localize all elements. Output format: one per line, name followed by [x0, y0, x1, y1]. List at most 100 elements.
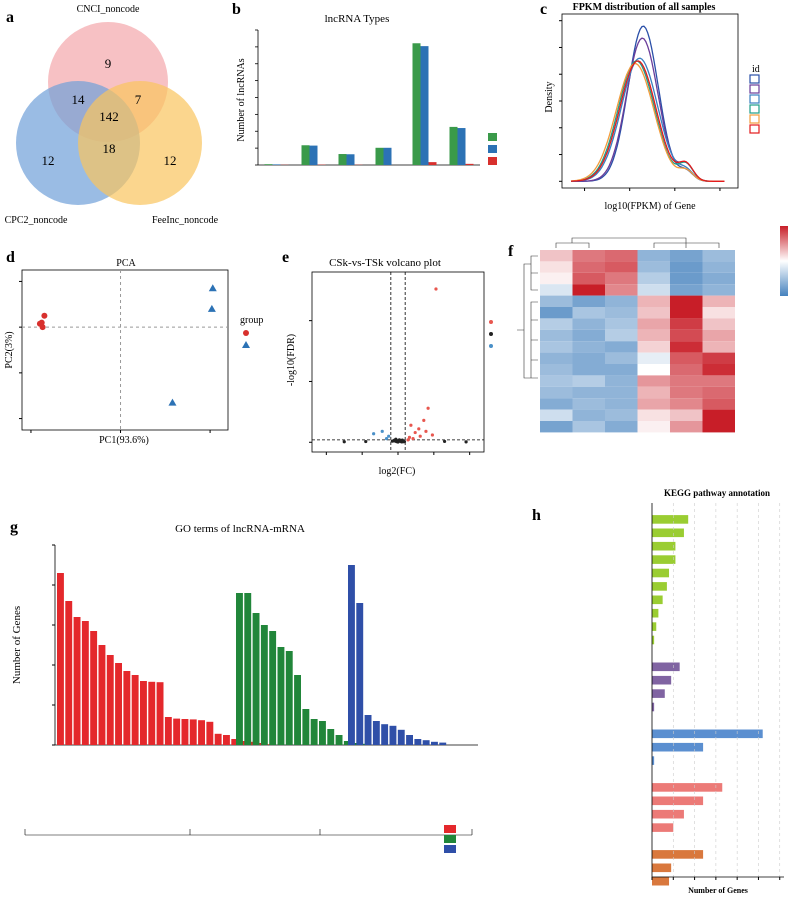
chart-f-cell: [572, 364, 605, 376]
venn-set-cpc2-label: CPC2_noncode: [5, 215, 68, 226]
chart-f-cell: [702, 295, 735, 307]
chart-f-cell: [572, 409, 605, 421]
chart-f-cell: [637, 364, 670, 376]
chart-f-cell: [605, 307, 638, 319]
chart-g-bar-cellular-component: [277, 647, 285, 745]
panel-label-d: d: [6, 249, 15, 266]
chart-f-cell: [605, 261, 638, 273]
chart-g-bar-biological-process: [256, 743, 264, 745]
chart-g-bar-biological-process: [156, 682, 164, 745]
chart-h-bar: [652, 662, 680, 672]
chart-e-point-up: [409, 423, 413, 427]
chart-g-bar-biological-process: [73, 617, 81, 745]
chart-h-bar: [652, 756, 655, 765]
chart-g-bar-molecular-function: [389, 725, 397, 745]
chart-f-cell: [540, 295, 573, 307]
chart-f-cell: [670, 295, 703, 307]
chart-f-cell: [540, 284, 573, 296]
chart-f-cell: [572, 386, 605, 399]
chart-f-cell: [572, 352, 605, 364]
chart-f-cell: [702, 398, 735, 410]
venn-circle-feelnc: [78, 81, 202, 205]
chart-f-cell: [572, 341, 605, 353]
venn-count-cnci-only: 9: [105, 56, 112, 71]
chart-f-cell: [670, 352, 703, 364]
chart-c-density-line-tsk-2: [570, 62, 725, 182]
chart-c-legend-title: id: [752, 64, 760, 75]
panel-label-g: g: [10, 519, 18, 536]
panel-a-venn: a CNCI_noncode CPC2_noncode FeeInc_nonco…: [5, 4, 219, 226]
chart-f-cell: [540, 272, 573, 285]
chart-g-bar-biological-process: [90, 631, 98, 745]
chart-f-cell: [702, 386, 735, 399]
chart-c-density-line-csk-2: [571, 37, 725, 182]
chart-g-legend-swatch: [444, 845, 456, 853]
chart-e-point-down: [380, 429, 384, 433]
chart-c-legend-swatch: [749, 84, 760, 94]
venn-count-cpc2-only: 12: [42, 153, 55, 168]
chart-e-point-down: [372, 432, 376, 436]
chart-f-cell: [637, 421, 670, 433]
chart-g-bar-cellular-component: [310, 719, 318, 745]
chart-b-bar-known: [457, 128, 466, 165]
chart-g-bar-cellular-component: [294, 675, 301, 745]
chart-f-cell: [605, 250, 638, 262]
chart-f-cell: [702, 284, 735, 296]
chart-g-bar-molecular-function: [356, 603, 364, 745]
panel-label-b: b: [232, 1, 241, 18]
chart-f-col-dendrogram: [555, 237, 720, 248]
chart-g-bar-biological-process: [140, 681, 147, 745]
chart-h-bar: [652, 528, 684, 538]
chart-f-cell: [637, 352, 670, 364]
chart-f-cell: [605, 329, 638, 342]
chart-g-bar-cellular-component: [260, 625, 268, 745]
chart-g-bar-molecular-function: [422, 740, 430, 745]
chart-g-ylabel: Number of Genes: [11, 606, 23, 684]
chart-e-point-nosig: [402, 440, 407, 444]
chart-d-plot: [19, 269, 250, 433]
chart-f-cell: [702, 307, 735, 319]
chart-e-point-nosig: [395, 439, 399, 444]
chart-f-cell: [702, 364, 735, 376]
chart-g-bar-biological-process: [123, 671, 131, 745]
chart-g-bar-cellular-component: [360, 743, 368, 745]
chart-e-point-nosig: [342, 440, 346, 444]
chart-g-bar-biological-process: [131, 675, 139, 745]
chart-f-cell: [670, 341, 703, 353]
chart-f-cell: [637, 284, 670, 296]
chart-e-legend-swatch: [489, 332, 493, 336]
chart-f-cell: [605, 318, 638, 330]
chart-e-point-up: [417, 427, 421, 431]
venn-count-all-three: 142: [99, 109, 119, 124]
chart-b-legend-swatch: [488, 145, 497, 153]
chart-f-cell: [637, 318, 670, 330]
panel-e-volcano: e CSk-vs-TSk volcano plot log2(FC) -log1…: [282, 249, 493, 477]
chart-f-cell: [540, 341, 573, 353]
chart-h-bar: [652, 541, 676, 551]
chart-g-bar-biological-process: [189, 719, 197, 745]
chart-e-point-down: [387, 434, 391, 438]
chart-d-legend-swatch-csk: [243, 330, 249, 336]
chart-f-cell: [637, 386, 670, 399]
chart-g-bar-cellular-component: [252, 613, 260, 745]
chart-g-bar-molecular-function: [364, 715, 372, 745]
chart-f-cell: [702, 318, 735, 330]
chart-g-bar-cellular-component: [285, 651, 293, 745]
chart-c-plot: [559, 13, 760, 191]
chart-h-bar: [652, 622, 657, 631]
chart-f-cell: [637, 329, 670, 342]
chart-g-bar-molecular-function: [381, 724, 389, 745]
chart-f-cell: [605, 272, 638, 285]
chart-h-bar: [652, 850, 704, 859]
panel-d-pca: d PCA PC1(93.6%) PC2(3%) group: [4, 249, 263, 446]
chart-e-point-nosig: [364, 439, 368, 444]
chart-e-point-up: [418, 434, 422, 438]
chart-f-cell: [670, 409, 703, 421]
chart-f-cell: [572, 261, 605, 273]
chart-f-row-dendrogram: [517, 255, 538, 379]
chart-e-point-nosig: [464, 440, 468, 444]
chart-c-ylabel: Density: [544, 81, 555, 112]
chart-f-cell: [540, 318, 573, 330]
chart-b-bar-novel: [465, 163, 474, 165]
